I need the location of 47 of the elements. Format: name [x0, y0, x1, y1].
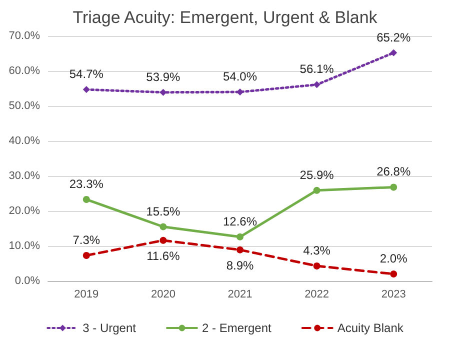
data-label: 25.9%	[300, 168, 334, 182]
x-tick-label: 2022	[304, 288, 330, 300]
data-label: 15.5%	[146, 204, 181, 218]
legend-label: 3 - Urgent	[82, 321, 137, 335]
y-tick-label: 50.0%	[8, 100, 40, 112]
point	[390, 49, 398, 56]
point	[390, 270, 398, 278]
point	[82, 86, 90, 94]
x-tick-label: 2021	[228, 288, 252, 300]
data-label: 54.7%	[69, 67, 104, 82]
data-label: 2.0%	[380, 252, 408, 266]
point	[236, 246, 244, 254]
legend-label: 2 - Emergent	[202, 321, 272, 335]
x-tick-label: 2019	[74, 288, 99, 300]
data-label: 7.3%	[72, 232, 100, 247]
point	[313, 262, 320, 270]
point	[160, 223, 167, 230]
point	[82, 196, 90, 203]
data-label: 12.6%	[222, 214, 258, 228]
y-tick-label: 10.0%	[8, 240, 40, 252]
y-tick-label: 30.0%	[8, 170, 40, 182]
y-tick-label: 20.0%	[8, 205, 40, 217]
data-label: 8.9%	[226, 258, 254, 272]
data-label: 53.9%	[146, 70, 181, 84]
legend-label: Acuity Blank	[337, 321, 404, 335]
point	[236, 88, 244, 96]
point	[82, 252, 90, 259]
data-label: 4.3%	[303, 243, 331, 258]
y-tick-label: 60.0%	[8, 65, 40, 77]
y-tick-label: 40.0%	[8, 135, 40, 147]
y-tick-label: 70.0%	[8, 30, 40, 42]
point	[390, 184, 398, 191]
point	[313, 186, 320, 194]
data-label: 65.2%	[376, 30, 411, 44]
point	[160, 88, 167, 96]
x-tick-label: 2020	[150, 288, 176, 300]
data-label: 23.3%	[69, 176, 104, 191]
x-tick-label: 2023	[381, 288, 406, 300]
y-tick-label: 0.0%	[14, 275, 40, 287]
data-label: 56.1%	[300, 62, 334, 76]
data-label: 26.8%	[376, 164, 411, 179]
point	[160, 236, 167, 244]
point	[313, 81, 320, 88]
chart-title: Triage Acuity: Emergent, Urgent & Blank	[72, 8, 378, 27]
data-label: 11.6%	[146, 248, 180, 263]
data-label: 54.0%	[222, 70, 258, 84]
point	[236, 233, 244, 240]
